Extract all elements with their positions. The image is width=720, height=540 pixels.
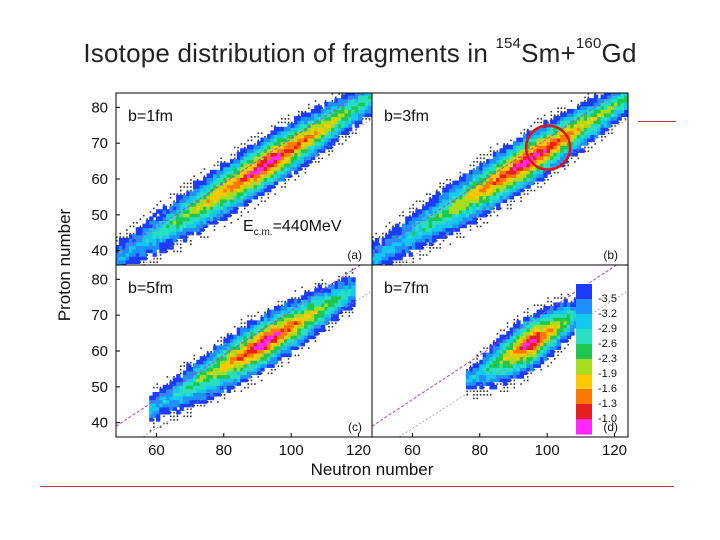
- colorbar-swatch: [576, 344, 592, 360]
- colorbar-label: -1.6: [598, 383, 617, 395]
- panel-label: b=1fm: [128, 108, 173, 125]
- x-tick-label: 100: [535, 442, 560, 459]
- reference-line: [116, 265, 362, 427]
- x-tick-label: 60: [404, 442, 421, 459]
- colorbar-swatch: [576, 404, 592, 420]
- colorbar-label: -2.6: [598, 338, 617, 350]
- panel-tag: (d): [603, 420, 618, 434]
- panel-tag: (c): [348, 420, 362, 434]
- reference-line: [372, 93, 618, 255]
- panel-b: [371, 92, 629, 266]
- y-tick-label: 60: [91, 343, 108, 360]
- decorative-rule-right: [638, 121, 676, 122]
- y-tick-label: 70: [91, 135, 108, 152]
- x-tick-label: 80: [215, 442, 232, 459]
- x-tick-label: 60: [148, 442, 165, 459]
- title-element-2: Gd: [601, 38, 637, 68]
- panel-d: [371, 264, 629, 438]
- y-tick-label: 50: [91, 379, 108, 396]
- title-element-1: Sm+: [521, 38, 576, 68]
- colorbar-swatch: [576, 299, 592, 315]
- panel-label: b=7fm: [384, 280, 429, 297]
- colorbar-swatch: [576, 389, 592, 405]
- highlight-circle: [524, 124, 572, 171]
- y-tick-label: 50: [91, 207, 108, 224]
- colorbar-swatch: [576, 374, 592, 390]
- panel-tag: (b): [603, 248, 618, 262]
- colorbar-swatch: [576, 359, 592, 375]
- y-tick-label: 60: [91, 171, 108, 188]
- title-mass-number-1: 154: [495, 35, 522, 52]
- heatmap-cells: [116, 93, 372, 265]
- y-tick-label: 70: [91, 307, 108, 324]
- reference-line: [398, 118, 628, 265]
- y-tick-label: 80: [91, 99, 108, 116]
- colorbar-swatch: [576, 419, 592, 435]
- y-tick-label: 40: [91, 415, 108, 432]
- x-tick-label: 100: [279, 442, 304, 459]
- colorbar-swatch: [576, 329, 592, 345]
- panel-tag: (a): [347, 248, 362, 262]
- reference-line: [142, 118, 372, 265]
- x-axis-label: Neutron number: [311, 460, 434, 479]
- colorbar-label: -1.0: [598, 413, 617, 425]
- colorbar-label: -1.9: [598, 368, 617, 380]
- panel-c: [115, 264, 373, 438]
- heatmap-cells: [116, 265, 372, 437]
- panel-a: [115, 92, 373, 266]
- title-mass-number-2: 160: [575, 35, 602, 52]
- decorative-rule-bottom: [40, 486, 674, 487]
- y-axis-label: Proton number: [55, 208, 74, 321]
- panel-frame: [371, 264, 629, 438]
- colorbar-label: -3.2: [598, 308, 617, 320]
- colorbar-label: -2.9: [598, 323, 617, 335]
- panel-label: b=5fm: [128, 280, 173, 297]
- colorbar-swatch: [576, 314, 592, 330]
- x-tick-label: 120: [602, 442, 627, 459]
- panel-label: b=3fm: [384, 108, 429, 125]
- heatmap-cells: [372, 93, 628, 265]
- x-tick-label: 80: [471, 442, 488, 459]
- energy-label: Ec.m.=440MeV: [243, 218, 342, 238]
- y-tick-label: 40: [91, 243, 108, 260]
- colorbar-label: -3.5: [598, 293, 617, 305]
- colorbar-swatch: [576, 284, 592, 300]
- colorbar-label: -1.3: [598, 398, 617, 410]
- x-tick-label: 120: [346, 442, 371, 459]
- y-tick-label: 80: [91, 271, 108, 288]
- reference-line: [142, 290, 372, 437]
- slide-title: Isotope distribution of fragments in 154…: [0, 35, 720, 69]
- colorbar-label: -2.3: [598, 353, 617, 365]
- reference-line: [398, 290, 628, 437]
- title-text: Isotope distribution of fragments in: [83, 38, 496, 68]
- reference-line: [116, 93, 362, 255]
